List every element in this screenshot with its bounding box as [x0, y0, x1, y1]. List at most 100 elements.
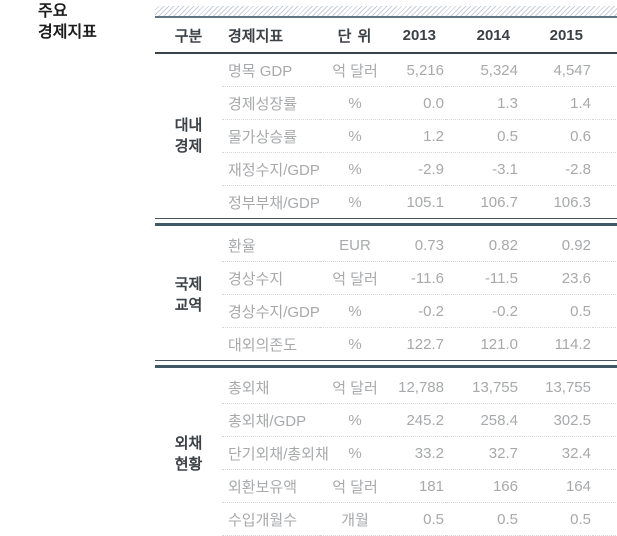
header-row: 구분 경제지표 단 위 2013 2014 2015 2016: [155, 18, 617, 54]
section-label-line: 교역: [174, 296, 203, 314]
value-cell-clipped: [593, 371, 617, 404]
col-header-year-clipped: 2016: [593, 18, 617, 54]
value-cell: 1.3: [446, 87, 520, 120]
indicator-cell: 재정수지/GDP: [222, 153, 320, 186]
table-row: 대외의존도 % 122.7 121.0 114.2: [155, 328, 617, 360]
value-cell: 13,755: [520, 371, 593, 404]
value-cell: 0.5: [520, 503, 593, 536]
table-row: 경상수지 억 달러 -11.6 -11.5 23.6: [155, 262, 617, 295]
table-row: 경상수지/GDP % -0.2 -0.2 0.5: [155, 295, 617, 328]
section-label-domestic: 대내 경제: [155, 54, 222, 218]
indicator-cell: 외환보유액: [222, 470, 320, 503]
value-cell: 0.0: [390, 87, 446, 120]
unit-cell: %: [348, 335, 362, 353]
value-cell: -0.2: [390, 295, 446, 328]
value-cell: 122.7: [406, 335, 444, 353]
value-cell: -2.8: [520, 153, 593, 186]
table-row: 외채 현황 총외채 억 달러 12,788 13,755 13,755: [155, 371, 617, 473]
indicator-cell: 환율: [222, 229, 320, 262]
value-cell: 0.73: [390, 229, 446, 262]
unit-cell: 억 달러: [320, 262, 390, 295]
value-cell-clipped: [593, 120, 617, 153]
value-cell: 302.5: [520, 404, 593, 437]
page-title-line1: 주요: [38, 3, 68, 20]
value-cell: -11.6: [390, 262, 446, 295]
value-cell-clipped: [593, 404, 617, 437]
col-header-year-2014: 2014: [446, 18, 520, 54]
section-external-debt: 외채 현황 총외채 억 달러 12,788 13,755 13,755 총외채/…: [155, 371, 617, 536]
col-header-year-2015: 2015: [520, 18, 593, 54]
indicator-cell: 정부부채/GDP: [228, 194, 320, 212]
value-cell: 23.6: [520, 262, 593, 295]
indicators-table: 구분 경제지표 단 위 2013 2014 2015 2016 대내 경제 명목…: [155, 18, 617, 536]
unit-cell: %: [320, 404, 390, 437]
value-cell: 245.2: [390, 404, 446, 437]
table-row: 외환보유액 억 달러 181 166 164: [155, 470, 617, 503]
value-cell: 106.3: [553, 193, 591, 211]
indicators-table-container: 구분 경제지표 단 위 2013 2014 2015 2016 대내 경제 명목…: [155, 6, 617, 536]
value-cell-clipped: [593, 229, 617, 262]
value-cell: 105.1: [406, 193, 444, 211]
unit-cell: 개월: [320, 503, 390, 536]
table-row: 대내 경제 명목 GDP 억 달러 5,216 5,324 4,547: [155, 54, 617, 155]
value-cell: 114.2: [554, 335, 591, 353]
value-cell: 0.5: [520, 295, 593, 328]
divider-rule: [155, 218, 617, 229]
value-cell-clipped: [593, 295, 617, 328]
unit-cell: 억 달러: [320, 371, 390, 404]
value-cell: 4,547: [520, 54, 593, 87]
col-header-year-2013: 2013: [390, 18, 446, 54]
value-cell: 32.7: [446, 437, 520, 470]
value-cell: 5,324: [446, 54, 520, 87]
unit-cell: EUR: [320, 229, 390, 262]
section-label-line: 대내: [174, 117, 203, 134]
value-cell: 32.4: [520, 437, 593, 470]
section-label-debt: 외채 현황: [155, 371, 222, 536]
col-header-category: 구분: [155, 18, 222, 54]
table-header: 구분 경제지표 단 위 2013 2014 2015 2016: [155, 18, 617, 54]
value-cell-clipped: [593, 328, 617, 360]
section-label-line: 현황: [174, 455, 203, 473]
unit-cell: %: [348, 193, 362, 211]
indicator-cell: 경상수지/GDP: [222, 295, 320, 328]
divider-row: [155, 218, 617, 229]
indicator-cell: 총외채: [222, 371, 320, 404]
value-cell: 0.6: [520, 120, 593, 153]
divider-rule: [155, 360, 617, 371]
value-cell: 106.7: [480, 193, 518, 211]
indicator-cell: 명목 GDP: [222, 54, 320, 87]
unit-cell: %: [320, 153, 390, 186]
value-cell-clipped: [593, 87, 617, 120]
value-cell-clipped: [593, 54, 617, 87]
section-divider: [155, 218, 617, 229]
table-row: 총외채/GDP % 245.2 258.4 302.5: [155, 404, 617, 437]
section-domestic-economy: 대내 경제 명목 GDP 억 달러 5,216 5,324 4,547 경제성장…: [155, 54, 617, 218]
page-title-line2: 경제지표: [38, 24, 97, 41]
section-label-line: 국제: [174, 275, 203, 293]
table-row: 재정수지/GDP % -2.9 -3.1 -2.8: [155, 153, 617, 186]
table-row: 수입개월수 개월 0.5 0.5 0.5: [155, 503, 617, 536]
value-cell: 0.5: [446, 120, 520, 153]
value-cell: 13,755: [446, 371, 520, 404]
value-cell: 164: [520, 470, 593, 503]
indicator-cell: 물가상승률: [222, 120, 320, 153]
value-cell: -3.1: [446, 153, 520, 186]
table-row: 정부부채/GDP % 105.1 106.7 106.3: [155, 186, 617, 218]
value-cell-clipped: [593, 262, 617, 295]
value-cell: -2.9: [390, 153, 446, 186]
value-cell-clipped: [593, 186, 617, 218]
value-cell: 181: [390, 470, 446, 503]
value-cell: 166: [446, 470, 520, 503]
value-cell: -0.2: [446, 295, 520, 328]
unit-cell: %: [320, 295, 390, 328]
hatch-band-decoration: [155, 6, 617, 18]
table-row: 물가상승률 % 1.2 0.5 0.6: [155, 120, 617, 153]
col-header-unit: 단 위: [320, 18, 390, 54]
unit-cell: %: [320, 120, 390, 153]
section-label-line: 외채: [174, 434, 203, 452]
section-international-trade: 국제 교역 환율 EUR 0.73 0.82 0.92 경상수지 억 달러 -1…: [155, 229, 617, 360]
section-divider: [155, 360, 617, 371]
divider-row: [155, 360, 617, 371]
unit-cell: 억 달러: [320, 470, 390, 503]
value-cell: 121.0: [480, 335, 518, 353]
